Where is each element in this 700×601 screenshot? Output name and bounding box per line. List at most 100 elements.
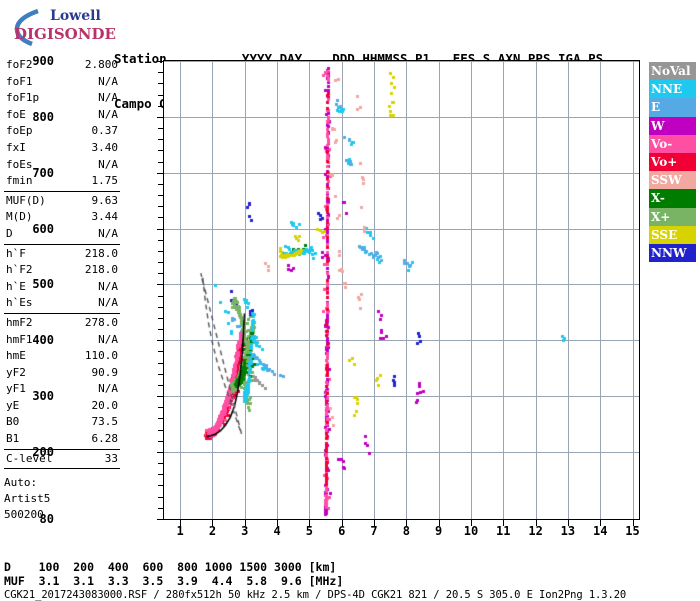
x-axis-tick	[600, 520, 601, 526]
param-row-hmf1: hmF1 N/A	[4, 332, 120, 349]
ionogram-plot[interactable]	[163, 60, 640, 520]
y-axis-minor-tick	[158, 162, 163, 163]
legend-item-nnw[interactable]: NNW	[649, 243, 696, 263]
param-key: foF1	[6, 74, 33, 88]
logo-arc-icon	[14, 8, 39, 46]
y-axis-minor-tick	[158, 106, 163, 107]
param-key: fxI	[6, 140, 26, 154]
param-row-hmf2: hmF2 278.0	[4, 315, 120, 332]
param-value: N/A	[98, 157, 118, 171]
legend-item-sse[interactable]: SSE	[649, 225, 696, 244]
direction-legend[interactable]: NoVal NNE E W Vo- Vo+ SSW X- X+ SSE NNW	[649, 62, 696, 263]
param-value: 6.28	[91, 432, 119, 446]
param-key: yE	[6, 398, 20, 412]
y-axis-minor-tick	[158, 497, 163, 498]
x-axis-label: 9	[435, 524, 443, 538]
param-value: N/A	[98, 332, 118, 346]
auto-line: Auto:	[4, 476, 38, 490]
y-axis-minor-tick	[158, 318, 163, 319]
legend-item-vo-[interactable]: Vo+	[649, 152, 696, 172]
y-axis-minor-tick	[158, 441, 163, 442]
y-axis-label: 700	[32, 165, 54, 180]
x-axis-tick	[245, 520, 246, 526]
x-axis-label: 5	[305, 524, 314, 538]
param-row-yf2: yF2 90.9	[4, 365, 120, 382]
param-value: N/A	[98, 91, 118, 105]
param-key: h`F	[6, 246, 26, 260]
legend-item-w[interactable]: W	[649, 116, 696, 135]
param-key: h`E	[6, 279, 26, 293]
auto-line: 500200	[4, 508, 44, 522]
param-row-b0: B0 73.5	[4, 414, 120, 431]
y-axis-minor-tick	[158, 374, 163, 375]
param-key: MUF(D)	[6, 193, 46, 207]
legend-item-e[interactable]: E	[649, 98, 696, 117]
y-axis-minor-tick	[158, 407, 163, 408]
y-axis-tick	[157, 396, 163, 397]
y-axis-label: 600	[32, 221, 54, 236]
param-row-muf-d-: MUF(D) 9.63	[4, 193, 120, 210]
param-key: M(D)	[6, 210, 33, 224]
x-axis-tick	[212, 520, 213, 526]
y-axis-minor-tick	[158, 385, 163, 386]
y-axis-minor-tick	[158, 474, 163, 475]
y-axis-minor-tick	[158, 430, 163, 431]
param-value: N/A	[98, 107, 118, 121]
param-key: B1	[6, 432, 20, 446]
footer-distance-row: D 100 200 400 600 800 1000 1500 3000 [km…	[4, 560, 337, 574]
param-key: hmE	[6, 349, 26, 363]
param-row-ye: yE 20.0	[4, 398, 120, 415]
x-axis-tick	[568, 520, 569, 526]
legend-item-x-[interactable]: X-	[649, 189, 696, 208]
param-key: C-level	[6, 451, 53, 465]
y-axis-label: 200	[32, 444, 54, 459]
param-row-d: D N/A	[4, 226, 120, 243]
lowell-digisonde-logo: Lowell DIGISONDE	[8, 6, 126, 46]
auto-line: Artist5	[4, 492, 51, 506]
legend-item-noval[interactable]: NoVal	[649, 62, 696, 81]
y-axis-label: 900	[32, 54, 54, 68]
y-axis-minor-tick	[158, 195, 163, 196]
param-value: 218.0	[84, 263, 118, 277]
y-axis-minor-tick	[158, 240, 163, 241]
auto-scaling-info: Auto: Artist5 500200	[4, 475, 120, 523]
y-axis-tick	[157, 117, 163, 118]
param-key: foE	[6, 107, 26, 121]
param-value: 2.800	[84, 58, 118, 71]
param-group-divider	[4, 448, 120, 450]
legend-item-x-[interactable]: X+	[649, 207, 696, 226]
param-value: N/A	[98, 226, 118, 240]
y-axis-minor-tick	[158, 150, 163, 151]
param-row-fmin: fmin 1.75	[4, 173, 120, 190]
y-axis-label: 800	[32, 109, 54, 124]
param-value: 33	[104, 451, 118, 465]
x-axis-tick	[633, 520, 634, 526]
x-axis-label: 14	[592, 524, 608, 538]
x-axis-label: 11	[496, 524, 511, 538]
x-axis-tick	[406, 520, 407, 526]
param-row-foep: foEp 0.37	[4, 123, 120, 140]
y-axis-minor-tick	[158, 463, 163, 464]
y-axis-minor-tick	[158, 329, 163, 330]
legend-item-ssw[interactable]: SSW	[649, 171, 696, 190]
x-axis-tick	[277, 520, 278, 526]
param-value: 90.9	[91, 365, 119, 379]
y-axis-minor-tick	[158, 95, 163, 96]
param-row-h-f2: h`F2 218.0	[4, 262, 120, 279]
legend-item-vo-[interactable]: Vo-	[649, 134, 696, 153]
param-key: D	[6, 226, 13, 240]
y-axis-label: 400	[32, 333, 54, 348]
param-key: hmF2	[6, 315, 33, 329]
param-key: yF2	[6, 365, 26, 379]
x-axis-tick	[503, 520, 504, 526]
x-axis-label: 13	[560, 524, 576, 538]
y-axis-minor-tick	[158, 83, 163, 84]
x-axis-tick	[180, 520, 181, 526]
y-axis-minor-tick	[158, 307, 163, 308]
x-axis-label: 1	[176, 524, 184, 538]
param-group-divider	[4, 468, 120, 470]
y-axis-tick	[157, 519, 163, 520]
param-value: 9.63	[91, 193, 119, 207]
legend-item-nne[interactable]: NNE	[649, 80, 696, 99]
x-axis-tick	[471, 520, 472, 526]
